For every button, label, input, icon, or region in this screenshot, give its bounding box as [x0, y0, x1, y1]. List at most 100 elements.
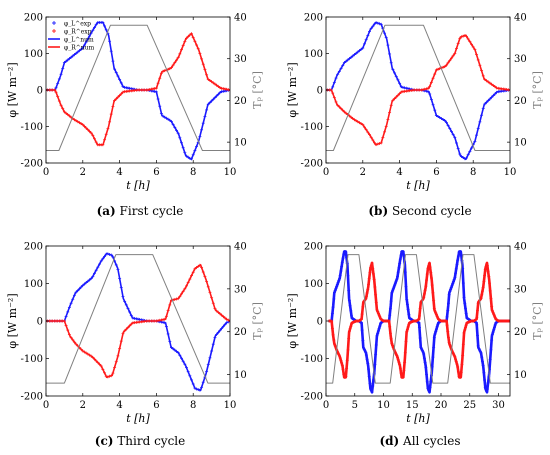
x-tick-label: 6 — [433, 167, 439, 178]
x-tick-label: 2 — [80, 400, 86, 411]
series-line-2 — [326, 254, 510, 384]
x-tick-label: 20 — [435, 400, 448, 411]
y-tick-label: 200 — [24, 242, 43, 253]
x-tick-label: 10 — [224, 167, 237, 178]
y2-tick-label: 20 — [514, 96, 527, 107]
x-tick-label: 8 — [190, 167, 196, 178]
y-axis-label: φ [W m⁻²] — [286, 293, 299, 348]
series-line-2 — [46, 24, 230, 151]
caption-a-text: First cycle — [119, 204, 184, 218]
x-tick-label: 10 — [504, 167, 517, 178]
legend-label: φ_R^num — [64, 45, 94, 52]
x-tick-label: 10 — [224, 400, 237, 411]
caption-d-tag: (d) — [379, 434, 400, 448]
y2-tick-label: 10 — [234, 370, 247, 381]
y-tick-label: 0 — [37, 86, 43, 97]
y-tick-label: 200 — [304, 242, 323, 253]
y-tick-label: -100 — [21, 122, 43, 133]
x-tick-label: 0 — [323, 167, 329, 178]
series-markers-0 — [326, 21, 510, 161]
series-markers-1 — [326, 34, 510, 147]
y-tick-label: -100 — [21, 354, 43, 365]
chart-panel-2: 0 2 4 6 8 10 -200 -100 0 100 200 10 20 30 40 t [h] φ [W … — [6, 242, 264, 426]
x-tick-label: 30 — [492, 400, 505, 411]
y2-tick-label: 40 — [514, 242, 527, 253]
y-axis-label: φ [W m⁻²] — [286, 62, 299, 117]
y-tick-label: 0 — [37, 317, 43, 328]
caption-c: (c) Third cycle — [45, 434, 235, 448]
y-tick-label: -100 — [301, 122, 323, 133]
y2-tick-label: 20 — [234, 327, 247, 338]
x-tick-label: 4 — [116, 400, 122, 411]
caption-b-text: Second cycle — [391, 204, 472, 218]
y-tick-label: -200 — [301, 392, 323, 403]
x-tick-label: 2 — [80, 167, 86, 178]
x-axis-label: t [h] — [126, 179, 150, 192]
y2-tick-label: 10 — [514, 138, 527, 149]
y2-tick-label: 30 — [514, 284, 527, 295]
x-axis-label: t [h] — [406, 179, 430, 192]
y-tick-label: 200 — [24, 13, 43, 24]
x-tick-label: 0 — [323, 400, 329, 411]
y-tick-label: 100 — [304, 279, 323, 290]
x-tick-label: 4 — [116, 167, 122, 178]
chart-panel-3: 0 5 10 15 20 25 30 -200 -100 0 100 200 10 20 30 40 t [h]… — [286, 242, 544, 426]
y2-axis-label: Tₚ [°C] — [251, 71, 264, 109]
y-tick-label: -100 — [301, 354, 323, 365]
x-tick-label: 15 — [406, 400, 419, 411]
x-tick-label: 0 — [43, 167, 49, 178]
x-tick-label: 10 — [377, 400, 390, 411]
y2-tick-label: 40 — [234, 13, 247, 24]
y-tick-label: 0 — [317, 317, 323, 328]
series-line-2 — [46, 254, 230, 384]
x-tick-label: 8 — [470, 167, 476, 178]
y2-axis-label: Tₚ [°C] — [531, 71, 544, 109]
legend-label: φ_L^num — [64, 37, 94, 44]
series-line-2 — [326, 24, 510, 151]
caption-a: (a) First cycle — [45, 204, 235, 218]
y2-tick-label: 40 — [234, 242, 247, 253]
y2-axis-label: Tₚ [°C] — [531, 302, 544, 340]
x-axis-label: t [h] — [406, 412, 430, 425]
y2-tick-label: 30 — [234, 54, 247, 65]
y-tick-label: 100 — [304, 49, 323, 60]
y-tick-label: 100 — [24, 279, 43, 290]
chart-panel-1: 0 2 4 6 8 10 -200 -100 0 100 200 10 20 30 40 t [h] φ [W … — [286, 13, 544, 193]
y-tick-label: -200 — [301, 159, 323, 170]
x-tick-label: 0 — [43, 400, 49, 411]
caption-d-text: All cycles — [403, 434, 461, 448]
y-tick-label: 100 — [24, 49, 43, 60]
y-tick-label: 200 — [304, 13, 323, 24]
y2-tick-label: 40 — [514, 13, 527, 24]
x-axis-label: t [h] — [126, 412, 150, 425]
plot-area — [46, 20, 230, 161]
caption-a-tag: (a) — [96, 204, 116, 218]
plot-area — [326, 21, 510, 161]
y-tick-label: 0 — [317, 86, 323, 97]
x-tick-label: 5 — [352, 400, 358, 411]
plot-area — [46, 252, 230, 392]
legend-label: φ_L^exp — [64, 21, 91, 28]
legend-label: φ_R^exp — [64, 29, 92, 36]
y-axis-label: φ [W m⁻²] — [6, 62, 19, 117]
y2-tick-label: 10 — [234, 138, 247, 149]
caption-d: (d) All cycles — [325, 434, 515, 448]
x-tick-label: 6 — [153, 167, 159, 178]
x-tick-label: 4 — [396, 167, 402, 178]
x-tick-label: 8 — [190, 400, 196, 411]
y-axis-label: φ [W m⁻²] — [6, 293, 19, 348]
x-tick-label: 6 — [153, 400, 159, 411]
x-tick-label: 2 — [360, 167, 366, 178]
x-tick-label: 25 — [463, 400, 476, 411]
series-markers-1 — [46, 263, 230, 379]
y-tick-label: -200 — [21, 159, 43, 170]
caption-b-tag: (b) — [368, 204, 389, 218]
y2-tick-label: 20 — [234, 96, 247, 107]
y2-tick-label: 10 — [514, 370, 527, 381]
y2-tick-label: 30 — [514, 54, 527, 65]
plot-area — [326, 250, 510, 394]
y2-tick-label: 30 — [234, 284, 247, 295]
y2-tick-label: 20 — [514, 327, 527, 338]
